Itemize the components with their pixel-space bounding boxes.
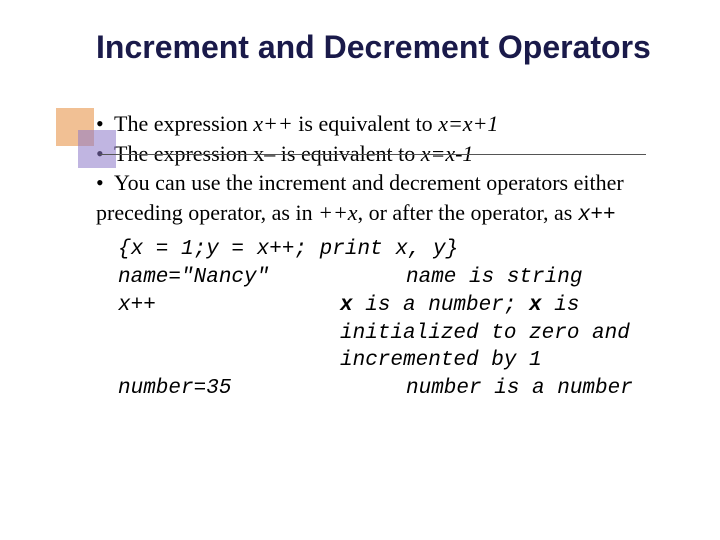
code-span: x=x+1 xyxy=(438,111,498,136)
code-row: initialized to zero and xyxy=(118,320,720,348)
code-span: x++ xyxy=(578,204,616,227)
decor-box-purple xyxy=(78,130,116,168)
code-right: name is string xyxy=(340,264,720,292)
code-row: number=35 number is a number xyxy=(118,375,720,403)
bullet-text: preceding operator, as in ++x, or after … xyxy=(96,198,672,230)
code-right: initialized to zero and xyxy=(340,320,720,348)
code-span: ++x xyxy=(318,200,357,225)
text-span: is equivalent to xyxy=(293,111,438,136)
text-span: is a number; xyxy=(353,294,529,317)
code-line: {x = 1;y = x++; print x, y} xyxy=(118,236,720,264)
bold-span: x xyxy=(340,294,353,317)
code-right: x is a number; x is xyxy=(340,292,720,320)
code-left xyxy=(118,320,340,348)
bullet-text: You can use the increment and decrement … xyxy=(114,168,672,198)
bullet-item: • You can use the increment and decremen… xyxy=(96,168,672,198)
bullet-item: • The expression x++ is equivalent to x=… xyxy=(96,109,672,139)
bullet-continuation: preceding operator, as in ++x, or after … xyxy=(96,198,672,230)
code-block: {x = 1;y = x++; print x, y} name="Nancy"… xyxy=(0,230,720,402)
slide-title: Increment and Decrement Operators xyxy=(96,28,720,67)
code-row: x++ x is a number; x is xyxy=(118,292,720,320)
bullet-dot-icon: • xyxy=(96,168,114,198)
text-span: preceding operator, as in xyxy=(96,200,318,225)
code-right: number is a number xyxy=(340,375,720,403)
code-row: name="Nancy" name is string xyxy=(118,264,720,292)
text-span: The expression xyxy=(114,111,253,136)
code-row: incremented by 1 xyxy=(118,347,720,375)
code-left xyxy=(118,347,340,375)
text-span: is xyxy=(542,294,580,317)
code-right: incremented by 1 xyxy=(340,347,720,375)
bold-span: x xyxy=(529,294,542,317)
title-block: Increment and Decrement Operators xyxy=(0,0,720,67)
code-span: x++ xyxy=(253,111,292,136)
bullet-text: The expression x++ is equivalent to x=x+… xyxy=(114,109,672,139)
text-span: , or after the operator, as xyxy=(358,200,578,225)
code-left: number=35 xyxy=(118,375,340,403)
code-left: x++ xyxy=(118,292,340,320)
code-left: name="Nancy" xyxy=(118,264,340,292)
title-underline xyxy=(100,154,646,155)
